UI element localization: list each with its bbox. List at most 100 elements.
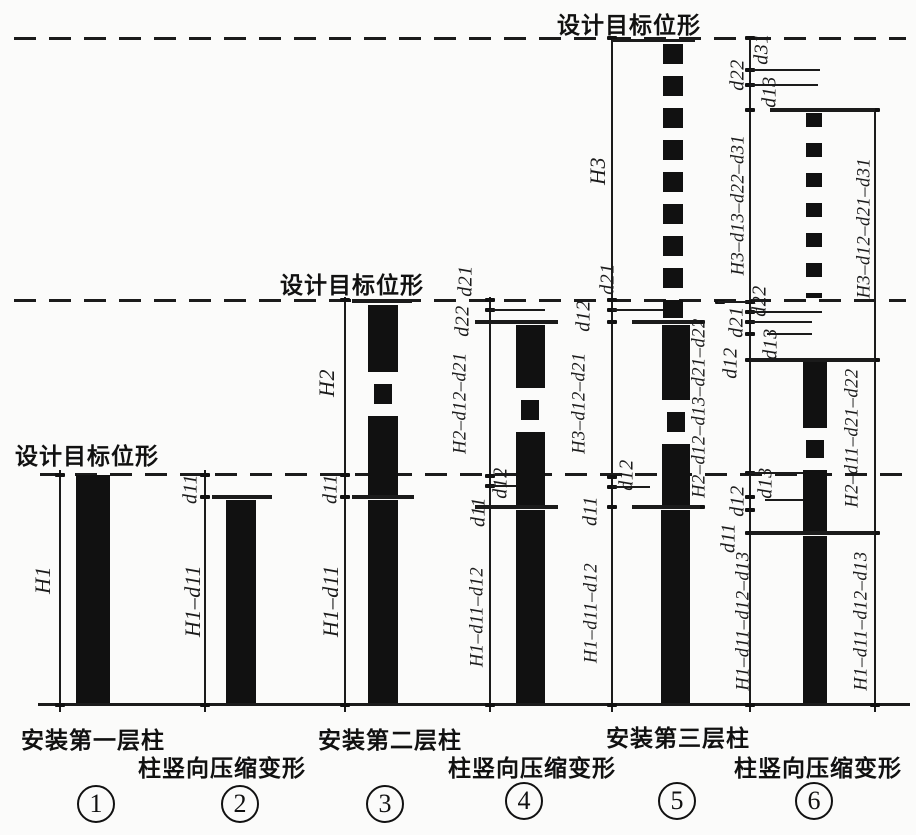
column-cap-line bbox=[475, 505, 558, 509]
stage-number-4: 4 bbox=[505, 782, 543, 820]
column-bar bbox=[667, 412, 685, 432]
column-cap-line bbox=[632, 505, 700, 509]
dimension-label: H3–d13–d22–d31 bbox=[728, 134, 749, 276]
column-cap-line bbox=[750, 321, 812, 323]
column-bar bbox=[76, 475, 110, 703]
column-bar-dash bbox=[663, 268, 683, 288]
column-bar bbox=[662, 325, 690, 400]
column-cap-line bbox=[750, 472, 820, 474]
dimension-label: d21 bbox=[454, 265, 477, 297]
column-bar-dash bbox=[663, 108, 683, 128]
column-bar-dash bbox=[663, 44, 683, 64]
column-bar bbox=[662, 444, 690, 505]
design-target-line bbox=[14, 299, 906, 302]
column-cap-line bbox=[612, 309, 677, 311]
column-cap-line bbox=[612, 38, 695, 42]
column-bar bbox=[226, 500, 256, 703]
dimension-label: H1–d11–d12–d13 bbox=[733, 551, 754, 691]
stage-number-5: 5 bbox=[658, 782, 696, 820]
column-bar-dash bbox=[663, 172, 683, 192]
stage-caption: 柱竖向压缩变形 bbox=[448, 756, 616, 781]
stage-caption: 安装第三层柱 bbox=[606, 726, 750, 751]
column-cap-line bbox=[750, 84, 818, 86]
column-cap-line bbox=[750, 358, 875, 362]
column-bar-dash bbox=[806, 113, 822, 127]
dimension-line bbox=[874, 108, 876, 712]
design-target-line bbox=[40, 473, 906, 476]
dimension-label: d31 bbox=[750, 33, 773, 65]
dimension-label: H2–d11–d21–d22 bbox=[842, 368, 863, 508]
column-bar-dash bbox=[663, 236, 683, 256]
column-bar-dash bbox=[806, 173, 822, 187]
column-bar bbox=[516, 325, 545, 388]
dimension-tick bbox=[607, 475, 617, 479]
dimension-tick bbox=[607, 36, 617, 40]
dimension-tick bbox=[695, 320, 705, 324]
dimension-tick bbox=[200, 703, 210, 707]
stage-caption: 安装第一层柱 bbox=[21, 728, 165, 753]
column-bar bbox=[803, 536, 827, 703]
dimension-tick bbox=[340, 495, 350, 499]
dimension-tick bbox=[745, 703, 755, 707]
dimension-label: d12 bbox=[489, 467, 512, 499]
stage-caption: 柱竖向压缩变形 bbox=[734, 756, 902, 781]
column-cap-line bbox=[718, 301, 750, 303]
column-bar bbox=[521, 400, 539, 420]
column-bar-dash bbox=[806, 203, 822, 217]
column-bar bbox=[368, 305, 398, 372]
dimension-label: d11 bbox=[579, 495, 602, 527]
dimension-tick bbox=[695, 505, 705, 509]
column-cap-line bbox=[750, 69, 820, 71]
column-cap-line bbox=[490, 309, 545, 311]
dimension-label: d12 bbox=[572, 300, 595, 332]
dimension-tick bbox=[200, 473, 210, 477]
dimension-label: H3 bbox=[585, 157, 610, 185]
dimension-label: d13 bbox=[754, 467, 777, 499]
dimension-tick bbox=[340, 703, 350, 707]
column-bar bbox=[374, 384, 392, 404]
dimension-tick bbox=[607, 320, 617, 324]
dimension-label: H1–d11 bbox=[318, 564, 343, 638]
dimension-line bbox=[344, 297, 346, 712]
dimension-tick bbox=[485, 703, 495, 707]
dimension-tick bbox=[745, 36, 755, 40]
column-bar-dash bbox=[806, 233, 822, 247]
column-cap-line bbox=[750, 531, 875, 535]
dimension-tick bbox=[200, 495, 210, 499]
dimension-label: H1–d11–d12 bbox=[467, 566, 488, 668]
dimension-tick bbox=[870, 358, 880, 362]
column-bar-dash bbox=[663, 76, 683, 96]
column-cap-line bbox=[352, 299, 412, 303]
dimension-tick bbox=[870, 108, 880, 112]
dimension-label: d11 bbox=[179, 473, 202, 505]
dimension-label: H2 bbox=[314, 369, 339, 397]
column-cap-line bbox=[765, 499, 810, 501]
column-cap-line bbox=[767, 333, 812, 335]
column-bar-dash bbox=[806, 293, 822, 298]
dimension-label: d21 bbox=[596, 263, 619, 295]
column-bar bbox=[803, 470, 827, 531]
dimension-label: d12 bbox=[719, 347, 742, 379]
dimension-tick bbox=[607, 505, 617, 509]
column-cap-line bbox=[352, 495, 414, 499]
dimension-label: H1–d11–d12 bbox=[581, 562, 602, 664]
dimension-line bbox=[204, 470, 206, 712]
dimension-tick bbox=[340, 298, 350, 302]
column-cap-line bbox=[212, 495, 272, 499]
dimension-label: d22 bbox=[748, 285, 771, 317]
column-bar bbox=[806, 440, 824, 458]
design-target-label: 设计目标位形 bbox=[557, 13, 701, 38]
stage-number-2: 2 bbox=[221, 785, 259, 823]
column-cap-line bbox=[475, 320, 558, 324]
dimension-tick bbox=[340, 473, 350, 477]
stage-caption: 柱竖向压缩变形 bbox=[138, 756, 306, 781]
dimension-label: H2–d12–d13–d21–d22 bbox=[689, 318, 710, 498]
dimension-label: d13 bbox=[759, 328, 782, 360]
dimension-tick bbox=[607, 298, 617, 302]
dimension-tick bbox=[485, 474, 495, 478]
dimension-label: d13 bbox=[758, 76, 781, 108]
column-cap-line bbox=[490, 485, 532, 487]
column-cap-line bbox=[750, 311, 822, 313]
dimension-label: d22 bbox=[451, 305, 474, 337]
dimension-label: H1–d11–d12–d13 bbox=[851, 551, 872, 691]
